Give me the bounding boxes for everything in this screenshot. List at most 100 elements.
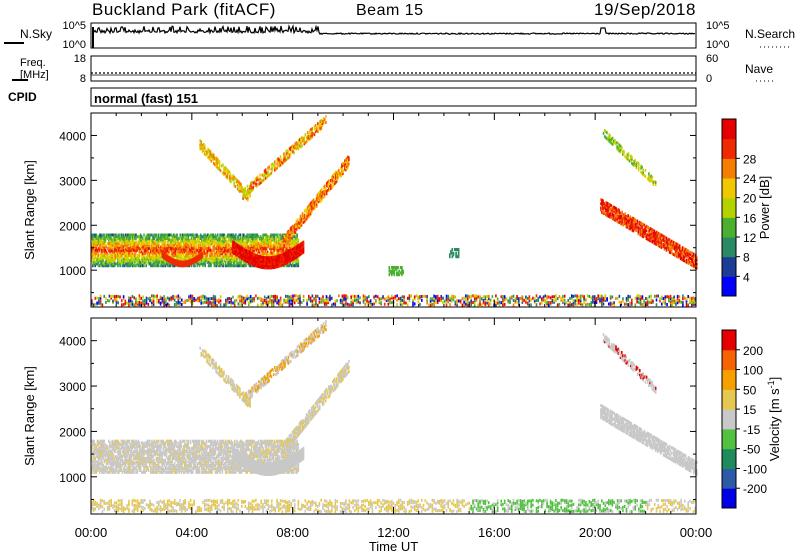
power-cell	[184, 250, 186, 254]
power-cell	[639, 221, 642, 225]
power-cell	[195, 259, 198, 263]
power-cell	[123, 264, 126, 268]
power-cell	[201, 236, 203, 240]
power-cell	[612, 205, 614, 209]
power-cell	[142, 299, 144, 303]
power-cell	[221, 242, 224, 245]
power-cell	[605, 201, 607, 205]
power-cell	[303, 215, 306, 219]
power-cell	[646, 303, 649, 306]
power-cell	[330, 187, 332, 191]
power-cell	[155, 259, 158, 263]
power-cell	[258, 265, 260, 269]
power-cell	[329, 294, 331, 298]
power-cell	[94, 302, 97, 306]
power-cell	[97, 236, 100, 240]
power-cell	[549, 296, 552, 300]
power-cell	[171, 250, 174, 254]
power-cell	[236, 247, 238, 251]
power-cell	[105, 296, 107, 300]
power-cell	[112, 238, 115, 242]
power-cell	[113, 259, 116, 263]
power-cell	[202, 257, 204, 261]
power-cell	[125, 257, 127, 261]
power-cell	[113, 238, 116, 242]
power-cell	[288, 301, 291, 305]
power-cell	[189, 262, 192, 266]
power-cell	[315, 301, 317, 305]
power-cell	[338, 171, 340, 174]
power-cell	[533, 300, 536, 304]
power-cell	[268, 256, 271, 260]
power-cell	[213, 259, 216, 263]
power-cell	[295, 249, 298, 253]
power-cell	[98, 299, 100, 303]
power-cell	[195, 257, 198, 261]
power-cell	[163, 298, 165, 302]
power-cell	[238, 240, 241, 244]
power-cell	[401, 273, 403, 277]
power-cell	[186, 243, 188, 247]
power-cell	[662, 234, 665, 238]
power-cell	[380, 301, 382, 305]
power-cell	[198, 250, 201, 254]
power-cell	[188, 295, 190, 299]
power-cell	[222, 242, 225, 245]
power-cell	[496, 301, 499, 305]
power-cell	[144, 243, 146, 247]
power-cell	[657, 242, 660, 246]
power-cell	[190, 233, 193, 237]
power-cell	[607, 214, 609, 218]
power-cell	[283, 154, 285, 158]
power-cell	[274, 162, 276, 166]
power-cell	[155, 264, 158, 268]
power-cell	[230, 257, 233, 261]
power-cell	[218, 243, 220, 247]
power-cell	[231, 257, 234, 261]
power-cell	[277, 248, 279, 252]
power-cell	[658, 234, 661, 238]
power-cell	[391, 271, 393, 275]
power-cell	[201, 247, 203, 251]
power-cell	[219, 235, 221, 239]
power-cell	[335, 180, 337, 184]
power-cell	[202, 250, 204, 254]
power-cell	[678, 295, 681, 299]
power-cell	[113, 262, 116, 266]
power-cell	[352, 303, 354, 307]
power-cell	[257, 248, 260, 252]
power-cell	[211, 255, 213, 259]
power-cell	[295, 227, 298, 231]
power-cell	[113, 295, 116, 299]
power-cell	[136, 247, 138, 251]
power-cell	[256, 256, 258, 260]
power-cell	[112, 294, 114, 298]
power-cell	[638, 226, 641, 230]
power-cell	[322, 121, 325, 124]
nsky-series	[91, 24, 696, 36]
power-cell	[253, 240, 255, 244]
power-cell	[340, 174, 342, 178]
power-cell	[255, 294, 257, 298]
power-cell	[139, 247, 142, 251]
power-cell	[201, 243, 203, 247]
power-cell	[184, 245, 186, 249]
power-cell	[243, 190, 246, 194]
power-cell	[286, 261, 289, 265]
power-cell	[269, 258, 272, 262]
power-cell	[291, 147, 293, 151]
power-cell	[287, 152, 290, 156]
power-cell	[644, 228, 647, 232]
power-cell	[218, 245, 220, 249]
power-cell	[297, 262, 300, 266]
power-cell	[291, 245, 294, 249]
power-cell	[266, 250, 269, 254]
power-cell	[658, 238, 661, 242]
power-cell	[100, 257, 102, 261]
power-cell	[172, 253, 175, 257]
power-cell	[286, 247, 288, 251]
power-cell	[188, 261, 191, 265]
power-cell	[276, 166, 278, 170]
power-cell	[286, 264, 288, 268]
power-cell	[345, 301, 347, 305]
